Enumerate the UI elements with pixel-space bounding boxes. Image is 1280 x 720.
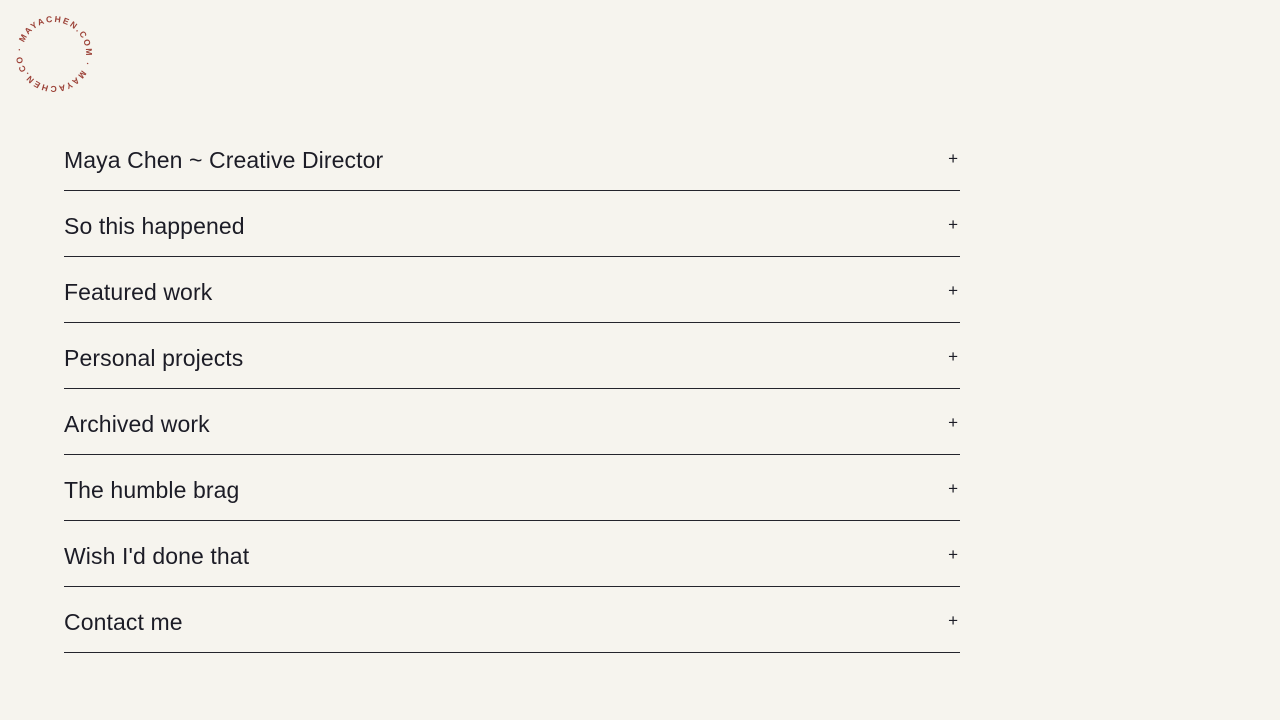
svg-text:· MAYACHEN.COM · MAYACHEN.C: · MAYACHEN.COM · MAYACHEN.COM xyxy=(8,8,94,94)
